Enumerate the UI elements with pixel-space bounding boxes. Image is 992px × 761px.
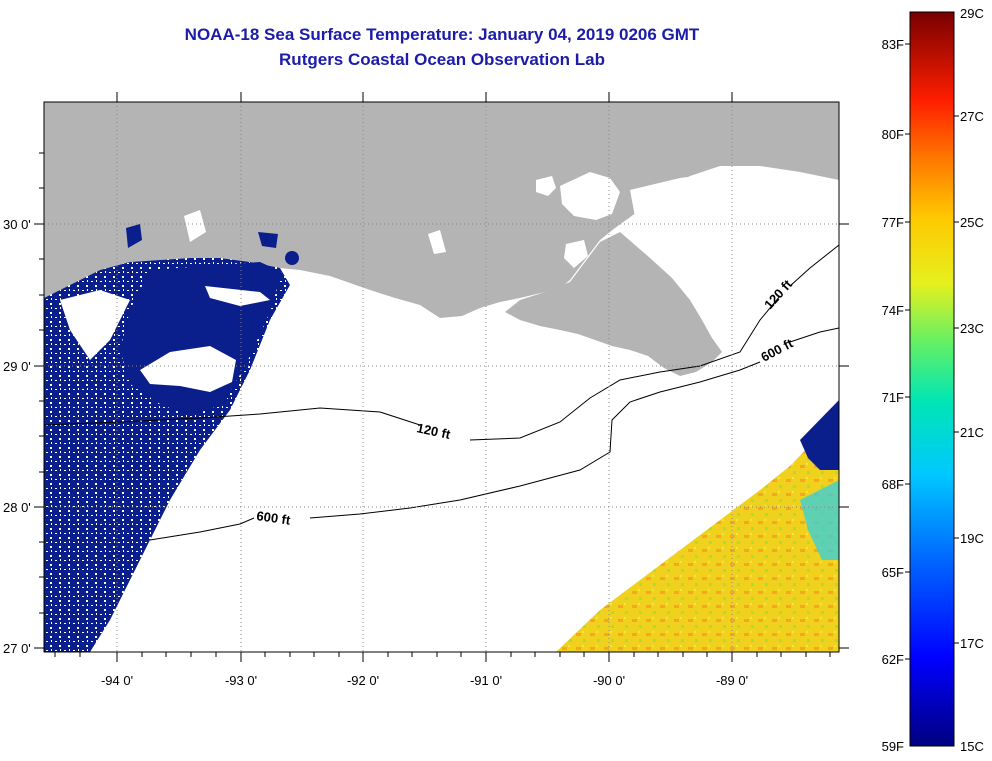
- cloud-streak: [205, 286, 270, 306]
- color-bar-ticks: [905, 43, 959, 660]
- isobath-600ft-main: [309, 361, 761, 519]
- contour-label: 600 ft: [256, 508, 292, 528]
- lake-patch: [184, 210, 206, 242]
- lat-label: 29 0': [3, 359, 31, 374]
- axis-minor-ticks: [39, 152, 831, 657]
- colorbar-c-label: 21C: [960, 425, 984, 440]
- colorbar-f-label: 59F: [882, 739, 904, 754]
- colorbar-c-label: 17C: [960, 636, 984, 651]
- colorbar-c-label: 23C: [960, 321, 984, 336]
- colorbar-c-label: 27C: [960, 109, 984, 124]
- graticule: [44, 102, 839, 652]
- lon-label: -89 0': [716, 673, 748, 688]
- lake-patch: [428, 230, 446, 254]
- delta-lobe: [505, 232, 722, 376]
- lake-patch: [630, 172, 760, 226]
- colorbar-c-label: 15C: [960, 739, 984, 754]
- cold-patch: [285, 251, 299, 265]
- warm-water-region: [556, 400, 839, 652]
- isobath-120ft-main: [469, 295, 781, 441]
- lon-label: -94 0': [101, 673, 133, 688]
- lake-patch: [564, 240, 588, 268]
- lake-patch: [536, 176, 556, 196]
- lon-label: -93 0': [225, 673, 257, 688]
- colorbar-c-label: 19C: [960, 531, 984, 546]
- chart-title: NOAA-18 Sea Surface Temperature: January…: [184, 25, 700, 44]
- lon-label: -91 0': [470, 673, 502, 688]
- lat-label: 28 0': [3, 500, 31, 515]
- land-mass: [44, 102, 839, 318]
- cloud-streak: [140, 346, 236, 392]
- colorbar-f-label: 65F: [882, 565, 904, 580]
- lon-label: -92 0': [347, 673, 379, 688]
- colorbar-f-label: 83F: [882, 37, 904, 52]
- lat-label: 30 0': [3, 217, 31, 232]
- lon-label: -90 0': [593, 673, 625, 688]
- colorbar-f-label: 77F: [882, 215, 904, 230]
- colorbar-c-label: 29C: [960, 6, 984, 21]
- lake-patch: [560, 172, 620, 220]
- chart-subtitle: Rutgers Coastal Ocean Observation Lab: [279, 50, 605, 69]
- color-bar: [909, 11, 955, 747]
- cold-patch: [126, 224, 142, 248]
- isobath-600ft-north: [789, 327, 839, 343]
- contour-label: 120 ft: [415, 420, 452, 442]
- cold-patch: [258, 232, 278, 248]
- map-frame: [43, 101, 840, 653]
- colorbar-f-label: 71F: [882, 390, 904, 405]
- colorbar-f-label: 80F: [882, 127, 904, 142]
- isobath-120ft-west: [44, 407, 421, 426]
- cloud-streak: [60, 290, 130, 360]
- axis-ticks: [34, 92, 849, 662]
- lat-label: 27 0': [3, 641, 31, 656]
- colorbar-c-label: 25C: [960, 215, 984, 230]
- cyan-edge: [800, 480, 839, 560]
- isobath-120ft-north: [789, 244, 839, 287]
- cool-edge: [800, 400, 839, 470]
- colorbar-f-label: 62F: [882, 652, 904, 667]
- isobath-600ft-west: [149, 517, 255, 541]
- colorbar-f-label: 74F: [882, 303, 904, 318]
- colorbar-f-label: 68F: [882, 477, 904, 492]
